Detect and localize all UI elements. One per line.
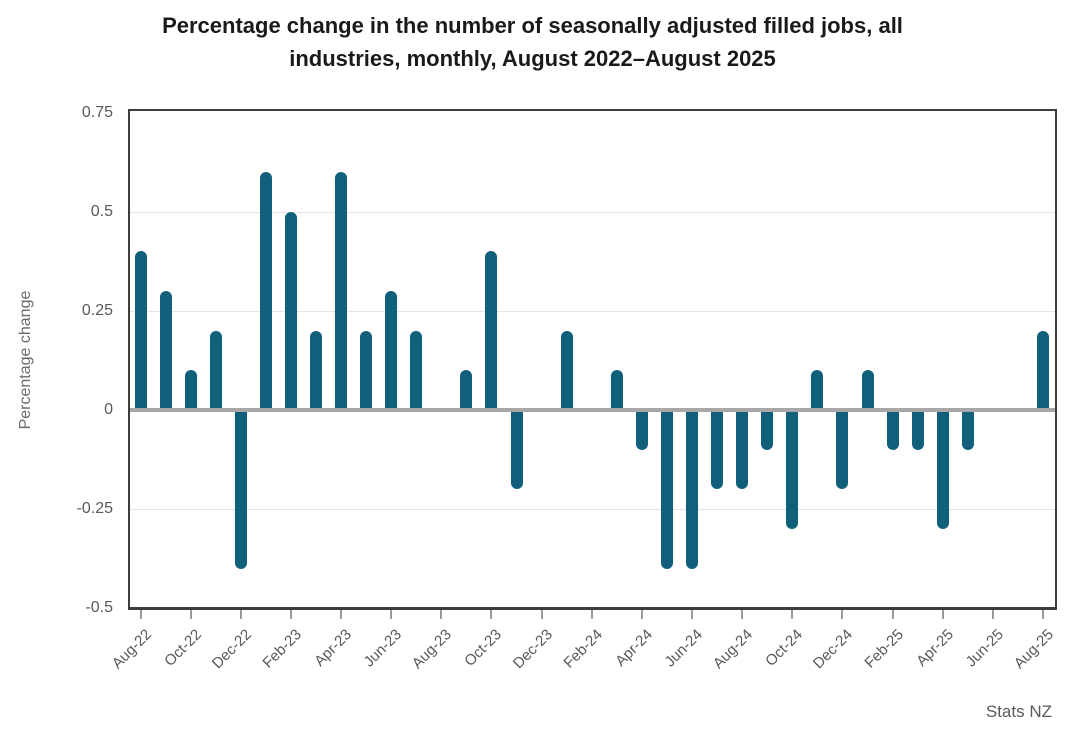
bar bbox=[635, 408, 648, 450]
x-tick-label: Jun-24 bbox=[661, 626, 707, 671]
x-tick-mark bbox=[340, 610, 343, 619]
bar bbox=[736, 408, 749, 490]
x-tick-mark bbox=[891, 610, 894, 619]
x-tick-label: Apr-25 bbox=[912, 626, 957, 670]
x-tick-mark bbox=[390, 610, 393, 619]
bar bbox=[936, 408, 949, 529]
x-tick-mark bbox=[490, 610, 493, 619]
x-tick-label: Apr-24 bbox=[612, 626, 656, 670]
x-tick-label: Aug-24 bbox=[709, 626, 757, 673]
bar bbox=[159, 291, 172, 412]
bar bbox=[711, 408, 724, 490]
x-tick-mark bbox=[590, 610, 593, 619]
bar bbox=[385, 291, 398, 412]
y-tick-label: -0.25 bbox=[76, 500, 113, 518]
bar bbox=[1037, 330, 1050, 412]
bar bbox=[335, 172, 348, 412]
zero-line bbox=[130, 408, 1055, 412]
bar bbox=[460, 370, 473, 412]
bar bbox=[660, 408, 673, 569]
bar bbox=[861, 370, 874, 412]
bar bbox=[961, 408, 974, 450]
bar bbox=[134, 251, 147, 412]
x-tick-label: Dec-23 bbox=[509, 626, 556, 673]
bar bbox=[836, 408, 849, 490]
x-tick-mark bbox=[691, 610, 694, 619]
y-tick-label: 0.75 bbox=[81, 103, 113, 121]
bar bbox=[360, 330, 373, 412]
x-tick-mark bbox=[139, 610, 142, 619]
x-tick-label: Feb-24 bbox=[560, 626, 606, 672]
bar bbox=[410, 330, 423, 412]
x-tick-label: Oct-24 bbox=[762, 626, 807, 670]
bar bbox=[284, 211, 297, 412]
y-tick-label: 0 bbox=[104, 401, 113, 418]
x-tick-label: Aug-23 bbox=[409, 626, 456, 673]
chart-title-line-2: industries, monthly, August 2022–August … bbox=[289, 46, 776, 71]
x-tick-label: Oct-22 bbox=[160, 626, 205, 670]
source-label: Stats NZ bbox=[985, 702, 1052, 721]
x-tick-mark bbox=[741, 610, 744, 619]
x-tick-label: Aug-22 bbox=[108, 626, 155, 673]
bar bbox=[485, 251, 498, 412]
y-tick-label: -0.5 bbox=[85, 599, 113, 617]
x-tick-mark bbox=[640, 610, 643, 619]
bar bbox=[911, 408, 924, 450]
chart-title: Percentage change in the number of seaso… bbox=[0, 9, 1065, 75]
x-tick-mark bbox=[540, 610, 543, 619]
bar bbox=[309, 330, 322, 412]
x-tick-mark bbox=[791, 610, 794, 619]
x-tick-mark bbox=[289, 610, 292, 619]
bar bbox=[510, 408, 523, 490]
y-tick-label: 0.25 bbox=[81, 301, 113, 319]
x-tick-label: Aug-25 bbox=[1010, 626, 1058, 673]
gridline bbox=[130, 310, 1055, 312]
x-tick-mark bbox=[440, 610, 443, 619]
x-tick-mark bbox=[189, 610, 192, 619]
bar bbox=[761, 408, 774, 450]
bar bbox=[234, 408, 247, 569]
x-tick-label: Feb-25 bbox=[860, 626, 907, 672]
chart-title-line-1: Percentage change in the number of seaso… bbox=[162, 13, 903, 38]
x-tick-mark bbox=[1042, 610, 1045, 619]
bar bbox=[786, 408, 799, 529]
y-tick-label: 0.5 bbox=[90, 202, 113, 220]
bar bbox=[811, 370, 824, 412]
bar bbox=[209, 330, 222, 412]
gridline bbox=[130, 509, 1055, 511]
gridline bbox=[130, 211, 1055, 213]
plot-area bbox=[128, 109, 1057, 619]
x-tick-label: Feb-23 bbox=[259, 626, 305, 672]
x-tick-label: Jun-25 bbox=[962, 626, 1007, 671]
x-tick-label: Dec-24 bbox=[810, 626, 857, 673]
bar bbox=[184, 370, 197, 412]
bar bbox=[686, 408, 699, 569]
x-tick-label: Jun-23 bbox=[360, 626, 406, 671]
bar bbox=[886, 408, 899, 450]
bar bbox=[259, 172, 272, 412]
bar bbox=[560, 330, 573, 412]
x-tick-mark bbox=[239, 610, 242, 619]
x-tick-mark bbox=[941, 610, 944, 619]
x-tick-label: Oct-23 bbox=[461, 626, 506, 670]
x-tick-label: Apr-23 bbox=[311, 626, 356, 670]
x-tick-mark bbox=[991, 610, 994, 619]
bar bbox=[610, 370, 623, 412]
x-tick-mark bbox=[841, 610, 844, 619]
x-tick-label: Dec-22 bbox=[208, 626, 255, 673]
